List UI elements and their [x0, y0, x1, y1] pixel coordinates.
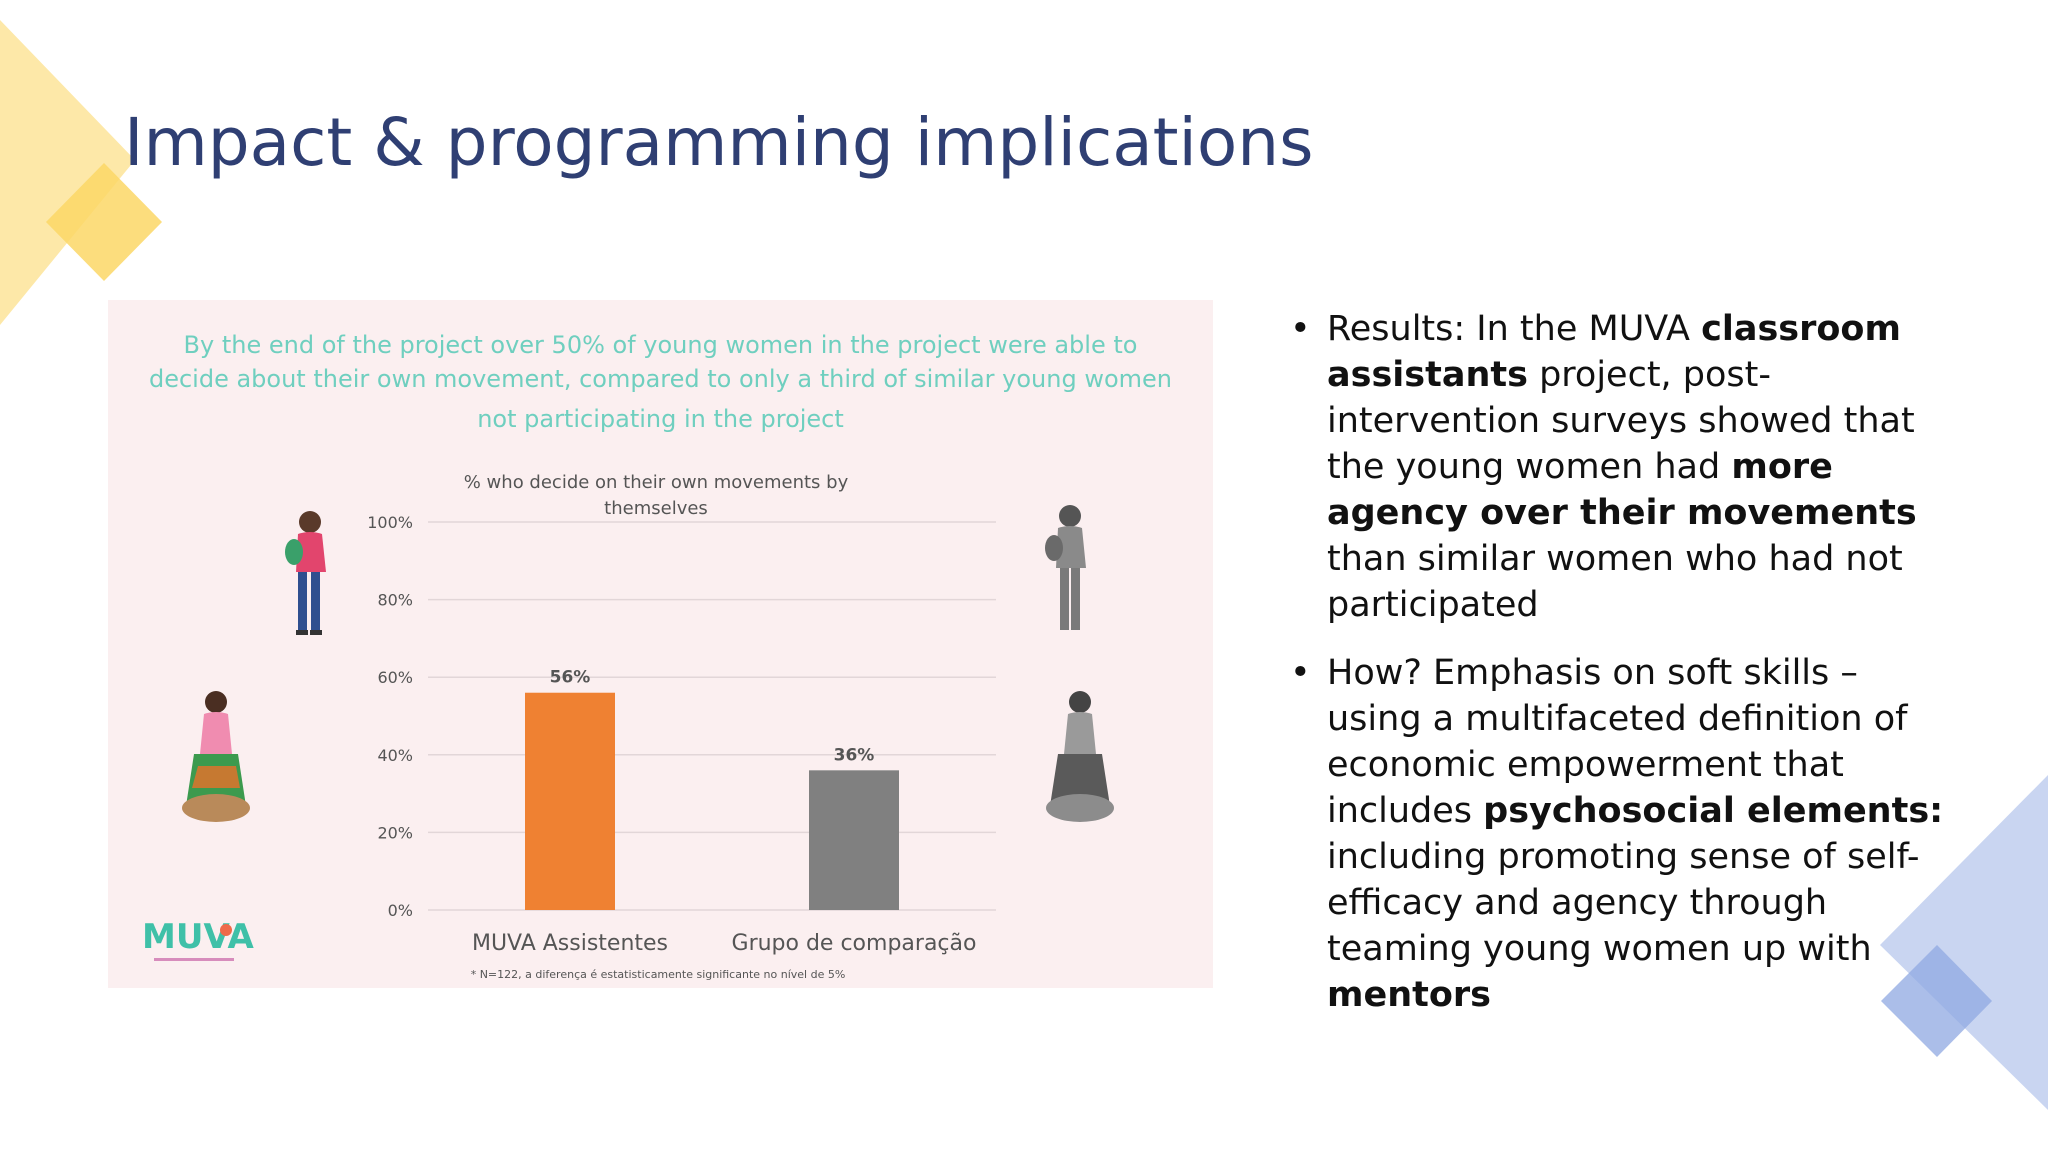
bullet-item: • How? Emphasis on soft skills – using a m… — [1290, 650, 1990, 1018]
y-tick-label: 40% — [377, 746, 413, 765]
bullet-text: includes — [1327, 791, 1484, 831]
bullet-dot: • — [1290, 653, 1311, 693]
bullet-line: using a multifaceted definition of — [1327, 696, 1990, 742]
bullet-text: intervention surveys showed that — [1327, 401, 1915, 441]
bar-chart: MUVA % who decide on their own movements… — [142, 472, 1114, 981]
bullet-line: the young women had more — [1327, 444, 1990, 490]
chart-footnote: * N=122, a diferença é estatisticamente … — [471, 968, 846, 981]
bullet-line: participated — [1327, 582, 1990, 628]
y-tick-label: 100% — [367, 513, 413, 532]
bullet-text: participated — [1327, 585, 1539, 625]
x-category-label: Grupo de comparação — [732, 931, 977, 956]
bullet-line: assistants project, post- — [1327, 352, 1990, 398]
y-tick-label: 60% — [377, 668, 413, 687]
chart-headline-line-3: not participating in the project — [477, 405, 844, 433]
woman-sitting-illustration — [182, 691, 250, 822]
bullet-list: • Results: In the MUVA classroom assistant… — [1290, 306, 1990, 1040]
bullet-text: project, post- — [1527, 355, 1772, 395]
grey-woman-sitting-illustration — [1046, 691, 1114, 822]
bullet-bold-text: mentors — [1327, 975, 1491, 1015]
bullet-line: efficacy and agency through — [1327, 880, 1990, 926]
slide-title: Impact & programming implications — [124, 104, 1314, 181]
bullet-text: the young women had — [1327, 447, 1732, 487]
bullet-line: intervention surveys showed that — [1327, 398, 1990, 444]
woman-with-baby-illustration — [285, 511, 326, 635]
blue-corner-shape — [1880, 775, 2048, 1110]
chart-headline-line-2: decide about their own movement, compare… — [148, 365, 1173, 393]
bar-data-label: 56% — [550, 668, 591, 688]
bullet-text: than similar women who had not — [1327, 539, 1903, 579]
y-tick-label: 0% — [388, 901, 413, 920]
y-tick-label: 20% — [377, 823, 413, 842]
bullet-line: than similar women who had not — [1327, 536, 1990, 582]
chart-headline-line-1: By the end of the project over 50% of yo… — [183, 331, 1138, 359]
bullet-line: Results: In the MUVA classroom — [1327, 306, 1990, 352]
bullet-line: including promoting sense of self- — [1327, 834, 1990, 880]
bullet-item: • Results: In the MUVA classroom assistant… — [1290, 306, 1990, 628]
chart-plot-area: % who decide on their own movements by th… — [367, 472, 996, 956]
bullet-text: teaming young women up with — [1327, 929, 1872, 969]
bullet-text: using a multifaceted definition of — [1327, 699, 1908, 739]
bullet-line: economic empowerment that — [1327, 742, 1990, 788]
chart-panel: By the end of the project over 50% of yo… — [108, 300, 1213, 988]
grey-woman-with-baby-illustration — [1045, 505, 1086, 630]
bullet-text: economic empowerment that — [1327, 745, 1844, 785]
bullet-text: including promoting sense of self- — [1327, 837, 1920, 877]
bullet-text: How? Emphasis on soft skills – — [1327, 653, 1858, 693]
bullet-line: includes psychosocial elements: — [1327, 788, 1990, 834]
bullet-bold-text: classroom — [1701, 309, 1901, 349]
bullet-line: teaming young women up with — [1327, 926, 1990, 972]
bullet-line: mentors — [1327, 972, 1990, 1018]
bullet-line: agency over their movements — [1327, 490, 1990, 536]
bullet-bold-text: more — [1731, 447, 1833, 487]
bullet-text: Results: In the MUVA — [1327, 309, 1702, 349]
bar-data-label: 36% — [834, 745, 875, 765]
y-tick-label: 80% — [377, 591, 413, 610]
bullet-dot: • — [1290, 309, 1311, 349]
muva-logo-text: MUVA — [142, 917, 254, 957]
bullet-line: How? Emphasis on soft skills – — [1327, 650, 1990, 696]
bullet-bold-text: assistants — [1327, 355, 1528, 395]
blue-diamond — [1881, 945, 1992, 1057]
bullet-text: efficacy and agency through — [1327, 883, 1828, 923]
muva-logo: MUVA — [142, 917, 254, 961]
bullet-bold-text: psychosocial elements: — [1483, 791, 1944, 831]
bullet-bold-text: agency over their movements — [1327, 493, 1917, 533]
chart-title-line: themselves — [604, 498, 708, 519]
yellow-corner-shape — [0, 0, 135, 325]
chart-title-line: % who decide on their own movements by — [464, 472, 849, 493]
yellow-diamond — [46, 163, 162, 281]
x-category-label: MUVA Assistentes — [472, 931, 668, 956]
bar — [525, 692, 615, 910]
bar — [809, 770, 899, 910]
